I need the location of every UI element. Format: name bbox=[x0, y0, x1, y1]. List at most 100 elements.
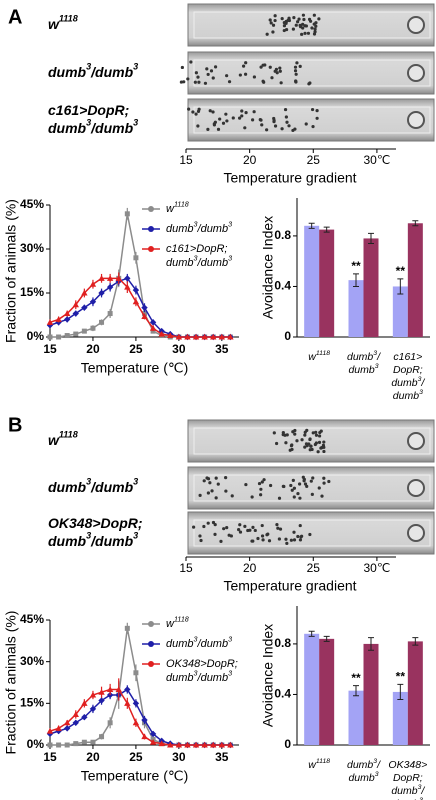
fly-dot bbox=[273, 14, 277, 18]
fly-dot bbox=[205, 67, 209, 71]
point bbox=[90, 739, 96, 745]
fly-dot bbox=[303, 430, 307, 434]
tube-inner bbox=[193, 427, 431, 455]
fly-dot bbox=[194, 112, 198, 116]
y-tick-label: 30% bbox=[20, 654, 44, 668]
fly-dot bbox=[280, 17, 284, 21]
point bbox=[89, 281, 97, 287]
legend-label: dumb3/dumb3 bbox=[166, 669, 232, 683]
point bbox=[132, 298, 140, 305]
point bbox=[158, 740, 165, 747]
fly-dot bbox=[238, 523, 242, 527]
gradient-title: Temperature gradient bbox=[223, 170, 356, 186]
photo-label-run: 3 bbox=[133, 477, 138, 487]
fly-dot bbox=[322, 476, 326, 480]
x-tick-label-run: 3 bbox=[419, 389, 423, 396]
x-tick-label: c161> bbox=[393, 351, 422, 363]
fly-dot bbox=[192, 525, 196, 529]
y-tick-label: 15% bbox=[20, 285, 44, 299]
fly-dot bbox=[314, 21, 318, 25]
fly-dot bbox=[285, 433, 289, 437]
y-axis-title: Fraction of animals (%) bbox=[3, 199, 19, 343]
fly-dot bbox=[303, 31, 307, 35]
x-tick-label-run: / bbox=[420, 785, 425, 797]
legend-marker bbox=[148, 641, 154, 647]
y-axis-title: Fraction of animals (%) bbox=[3, 611, 19, 755]
fly-dot bbox=[289, 538, 293, 542]
point bbox=[63, 310, 71, 317]
error-bar bbox=[397, 683, 404, 701]
x-tick-label: 25 bbox=[129, 342, 143, 356]
fly-dot bbox=[202, 524, 206, 529]
fly-dot bbox=[209, 69, 214, 73]
fly-dot bbox=[322, 481, 326, 485]
fly-dot bbox=[265, 32, 269, 36]
bar bbox=[407, 223, 423, 337]
point bbox=[192, 333, 200, 340]
x-tick-label-run: dumb bbox=[348, 772, 374, 784]
fly-dot bbox=[180, 65, 184, 70]
x-tick-label: dumb3 bbox=[348, 363, 378, 376]
panel-letter: A bbox=[8, 6, 22, 28]
fly-dot bbox=[251, 525, 255, 529]
significance-label: ** bbox=[351, 259, 361, 273]
photo-label-run: 3 bbox=[86, 531, 91, 541]
fly-dot bbox=[294, 72, 298, 76]
fly-dot bbox=[311, 476, 315, 480]
fly-dot bbox=[298, 496, 302, 500]
fly-dot bbox=[294, 79, 298, 83]
point bbox=[218, 741, 226, 748]
fly-dot bbox=[272, 431, 276, 435]
x-tick-label: 30 bbox=[172, 342, 186, 356]
point bbox=[81, 304, 88, 311]
fly-dot bbox=[319, 446, 323, 450]
tube-inner bbox=[193, 106, 431, 134]
fly-dot bbox=[243, 524, 247, 528]
point bbox=[98, 697, 105, 704]
x-tick-label-run: 3 bbox=[418, 784, 422, 791]
point bbox=[106, 283, 114, 291]
point bbox=[192, 741, 200, 748]
point bbox=[132, 286, 140, 294]
fly-dot bbox=[315, 116, 319, 120]
fly-dot bbox=[225, 526, 229, 530]
photo-label-run: /dumb bbox=[90, 64, 133, 80]
fly-dot bbox=[303, 433, 307, 437]
fly-dot bbox=[187, 107, 191, 111]
point bbox=[124, 211, 130, 217]
x-tick-label: dumb3/ bbox=[391, 376, 425, 389]
fly-dot bbox=[260, 523, 264, 528]
bar bbox=[407, 641, 423, 745]
fly-dot bbox=[268, 65, 272, 69]
point bbox=[175, 741, 183, 748]
fly-dot bbox=[298, 23, 302, 27]
photo-label-run: 3 bbox=[86, 477, 91, 487]
fly-dot bbox=[317, 440, 322, 444]
fly-dot bbox=[238, 530, 243, 534]
fly-dot bbox=[308, 448, 312, 452]
fly-dot bbox=[243, 126, 247, 130]
fly-dot bbox=[309, 444, 313, 448]
fly-dot bbox=[315, 109, 319, 113]
point bbox=[63, 725, 71, 732]
fly-dot bbox=[202, 479, 206, 483]
fly-dot bbox=[284, 27, 289, 32]
fly-dot bbox=[213, 65, 218, 69]
point bbox=[227, 741, 234, 748]
photo-label-run: w bbox=[48, 432, 60, 448]
fly-dot bbox=[307, 82, 311, 86]
fly-dot bbox=[256, 536, 260, 541]
y-tick-label: 0 bbox=[284, 329, 291, 343]
point bbox=[81, 328, 87, 334]
fly-dot bbox=[284, 115, 288, 119]
fly-dot bbox=[310, 107, 315, 112]
fly-dot bbox=[248, 528, 252, 532]
fly-dot bbox=[214, 496, 218, 500]
point bbox=[81, 714, 88, 721]
fly-dot bbox=[271, 23, 276, 27]
photo-label-run: 3 bbox=[86, 118, 91, 128]
x-tick-label-run: DopR; bbox=[393, 772, 423, 784]
point bbox=[72, 719, 79, 726]
point bbox=[167, 741, 174, 748]
